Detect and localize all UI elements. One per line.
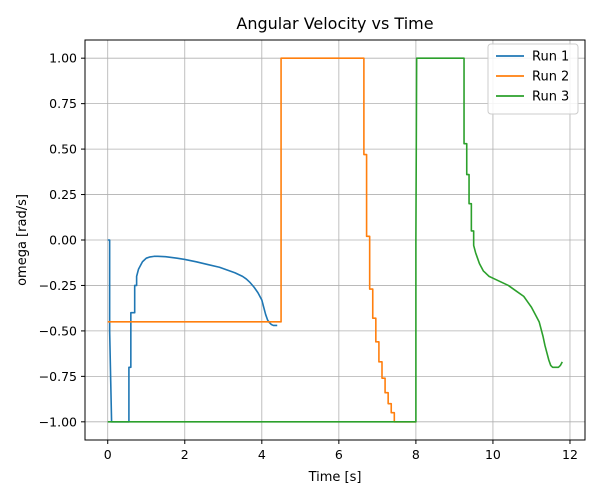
- x-tick-label: 12: [562, 447, 578, 462]
- x-tick-label: 8: [412, 447, 420, 462]
- legend-label: Run 1: [532, 50, 569, 65]
- x-tick-label: 4: [258, 447, 266, 462]
- legend-label: Run 2: [532, 70, 569, 85]
- axis-ticks: 0 2 4 6 8 10 12 −1.00 −0.75 −0.50 −0.25 0.00 0.25 0.5…: [39, 51, 578, 462]
- chart-title: Angular Velocity vs Time: [236, 14, 433, 33]
- x-tick-label: 6: [335, 447, 343, 462]
- y-tick-label: 0.00: [49, 233, 77, 248]
- y-tick-label: −0.50: [39, 323, 77, 338]
- x-tick-label: 0: [104, 447, 112, 462]
- x-axis-label: Time [s]: [308, 470, 362, 485]
- y-tick-label: 0.50: [49, 142, 77, 157]
- legend-label: Run 3: [532, 90, 569, 105]
- y-tick-label: 0.25: [49, 187, 77, 202]
- series-lines: [107, 57, 563, 423]
- series-line-2: [107, 57, 416, 423]
- x-tick-label: 2: [181, 447, 189, 462]
- legend: Run 1 Run 2 Run 3: [487, 43, 579, 115]
- y-tick-label: −0.25: [39, 278, 77, 293]
- y-tick-label: 1.00: [49, 51, 77, 66]
- y-tick-label: −1.00: [39, 414, 77, 429]
- series-line-3: [107, 57, 563, 423]
- y-axis-label: omega [rad/s]: [15, 194, 30, 286]
- y-tick-label: 0.75: [49, 96, 77, 111]
- y-tick-label: −0.75: [39, 369, 77, 384]
- x-tick-label: 10: [485, 447, 501, 462]
